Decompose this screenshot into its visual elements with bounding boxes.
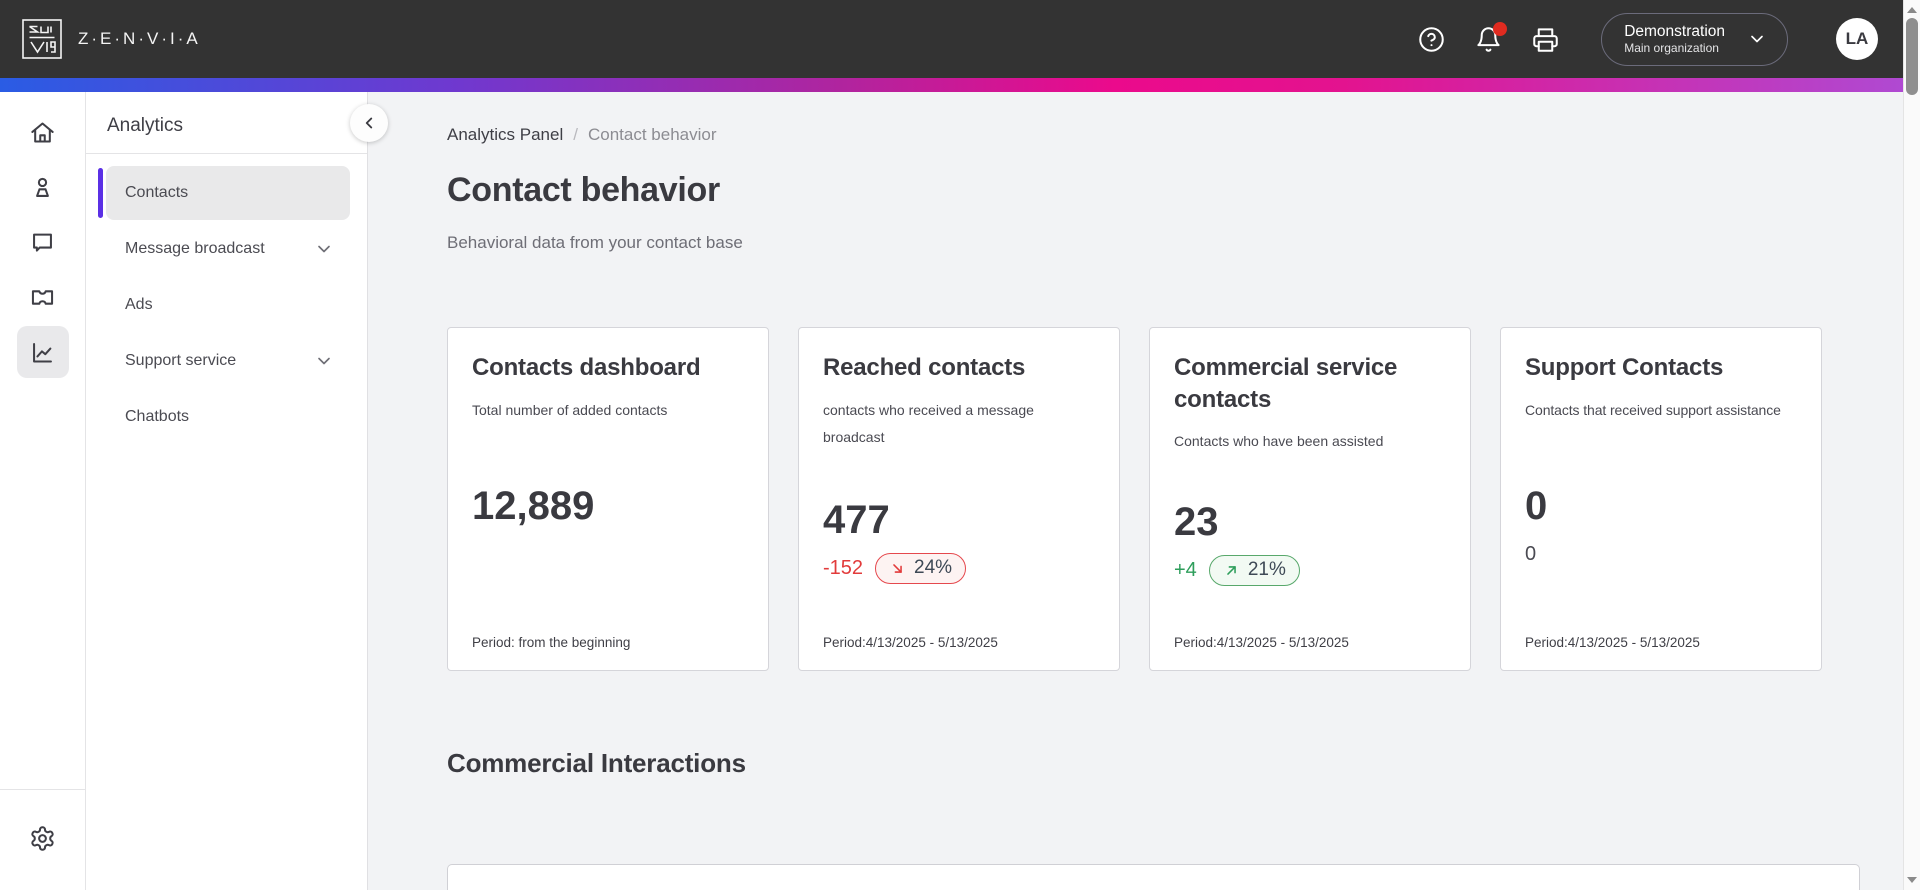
trend-percent: 21% xyxy=(1247,559,1286,581)
card-value: 0 xyxy=(1525,484,1548,529)
card-description: Contacts who have been assisted xyxy=(1174,433,1384,450)
sidebar-item-label: Contacts xyxy=(125,184,189,201)
kpi-card-support-contacts: Support Contacts Contacts that received … xyxy=(1500,327,1822,671)
card-value: 23 xyxy=(1174,500,1219,545)
page-title: Contact behavior xyxy=(447,171,720,209)
arrow-down-right-icon xyxy=(893,563,902,573)
print-icon[interactable] xyxy=(1532,26,1559,53)
card-value: 12,889 xyxy=(472,484,595,529)
organization-text: Demonstration Main organization xyxy=(1624,22,1725,56)
card-period: Period:4/13/2025 - 5/13/2025 xyxy=(823,635,998,651)
nav-rail xyxy=(0,92,86,890)
body-layout: Analytics Contacts Message broadcast Ads… xyxy=(0,92,1920,890)
commercial-interactions-card xyxy=(447,864,1860,890)
card-title: Commercial service contacts xyxy=(1174,354,1398,413)
organization-subtitle: Main organization xyxy=(1624,41,1719,56)
settings-icon[interactable] xyxy=(17,812,69,864)
home-icon[interactable] xyxy=(17,106,69,158)
breadcrumb-parent-link[interactable]: Analytics Panel xyxy=(447,125,564,144)
trend-badge-down: 24% xyxy=(875,552,967,584)
rail-footer xyxy=(0,789,86,890)
contacts-icon[interactable] xyxy=(17,161,69,213)
top-bar: Z·E·N·V·I·A Demonstratio xyxy=(0,0,1920,78)
section-title-commercial-interactions: Commercial Interactions xyxy=(447,748,746,778)
scrollbar-thumb[interactable] xyxy=(1906,18,1918,95)
card-description: contacts who received a message broadcas… xyxy=(823,401,1034,445)
sidebar-menu: Contacts Message broadcast Ads Support s… xyxy=(86,154,367,444)
help-icon[interactable] xyxy=(1418,26,1445,53)
kpi-card-commercial-service-contacts: Commercial service contacts Contacts who… xyxy=(1149,327,1471,671)
delta-value: +4 xyxy=(1174,558,1197,581)
card-period: Period: from the beginning xyxy=(472,635,631,650)
card-title: Contacts dashboard xyxy=(472,354,701,381)
sidebar-item-support-service[interactable]: Support service xyxy=(106,334,350,388)
sidebar-item-ads[interactable]: Ads xyxy=(106,278,350,332)
zenvia-logo-icon xyxy=(22,19,62,59)
card-title: Reached contacts xyxy=(823,354,1026,381)
accent-gradient-bar xyxy=(0,78,1920,92)
breadcrumb-current: Contact behavior xyxy=(587,125,717,144)
sidebar-item-contacts[interactable]: Contacts xyxy=(98,166,350,220)
card-delta-row: 0 xyxy=(1525,534,1797,574)
collapse-sidebar-button[interactable] xyxy=(350,104,388,142)
card-period: Period:4/13/2025 - 5/13/2025 xyxy=(1174,635,1349,651)
trend-percent: 24% xyxy=(914,557,953,579)
trend-badge-up: 21% xyxy=(1208,554,1300,586)
ticket-icon[interactable] xyxy=(17,271,69,323)
analytics-sidebar: Analytics Contacts Message broadcast Ads… xyxy=(86,92,368,890)
secondary-value: 0 xyxy=(1525,542,1537,565)
brand-name: Z·E·N·V·I·A xyxy=(78,29,201,48)
card-value: 477 xyxy=(823,498,890,543)
card-delta-row: +4 21% xyxy=(1174,550,1446,590)
page-subtitle: Behavioral data from your contact base xyxy=(447,233,743,252)
card-description: Contacts that received support assistanc… xyxy=(1525,401,1781,418)
breadcrumb-separator: / xyxy=(573,125,578,144)
card-title: Support Contacts xyxy=(1525,354,1724,381)
arrow-up-right-icon xyxy=(1226,566,1236,575)
sidebar-item-chatbots[interactable]: Chatbots xyxy=(106,390,350,444)
sidebar-title: Analytics xyxy=(107,115,184,136)
chat-icon[interactable] xyxy=(17,216,69,268)
organization-selector[interactable]: Demonstration Main organization xyxy=(1601,12,1788,66)
sidebar-item-message-broadcast[interactable]: Message broadcast xyxy=(106,222,350,276)
delta-value: -152 xyxy=(823,556,864,579)
vertical-scrollbar[interactable] xyxy=(1903,0,1920,890)
sidebar-item-label: Message broadcast xyxy=(125,240,265,257)
chevron-down-icon xyxy=(318,357,330,365)
avatar[interactable]: LA xyxy=(1836,18,1878,60)
sidebar-item-label: Support service xyxy=(125,352,237,369)
sidebar-divider xyxy=(86,153,367,154)
brand-logo[interactable]: Z·E·N·V·I·A xyxy=(20,17,201,61)
scrollbar-up-arrow[interactable] xyxy=(1907,7,1917,13)
chevron-down-icon xyxy=(1751,35,1763,43)
kpi-cards-row: Contacts dashboard Total number of added… xyxy=(447,327,1823,671)
scrollbar-down-arrow[interactable] xyxy=(1907,877,1917,883)
sidebar-item-label: Chatbots xyxy=(125,408,190,425)
card-delta-row xyxy=(472,534,744,574)
selected-indicator xyxy=(98,168,103,218)
notification-badge xyxy=(1493,21,1508,36)
card-period: Period:4/13/2025 - 5/13/2025 xyxy=(1525,635,1700,650)
kpi-card-contacts-dashboard: Contacts dashboard Total number of added… xyxy=(447,327,769,671)
card-delta-row: -152 24% xyxy=(823,548,1095,588)
kpi-card-reached-contacts: Reached contacts contacts who received a… xyxy=(798,327,1120,671)
notifications-icon[interactable] xyxy=(1475,21,1508,53)
topbar-actions: Demonstration Main organization LA xyxy=(1418,12,1878,66)
chevron-left-icon xyxy=(365,117,373,129)
main-content: Analytics Panel / Contact behavior Conta… xyxy=(368,92,1920,890)
sidebar-item-label: Ads xyxy=(125,296,153,313)
card-description: Total number of added contacts xyxy=(472,401,668,418)
organization-name: Demonstration xyxy=(1624,22,1725,40)
analytics-icon[interactable] xyxy=(16,326,69,378)
chevron-down-icon xyxy=(318,245,330,253)
breadcrumb: Analytics Panel / Contact behavior xyxy=(447,125,1920,145)
